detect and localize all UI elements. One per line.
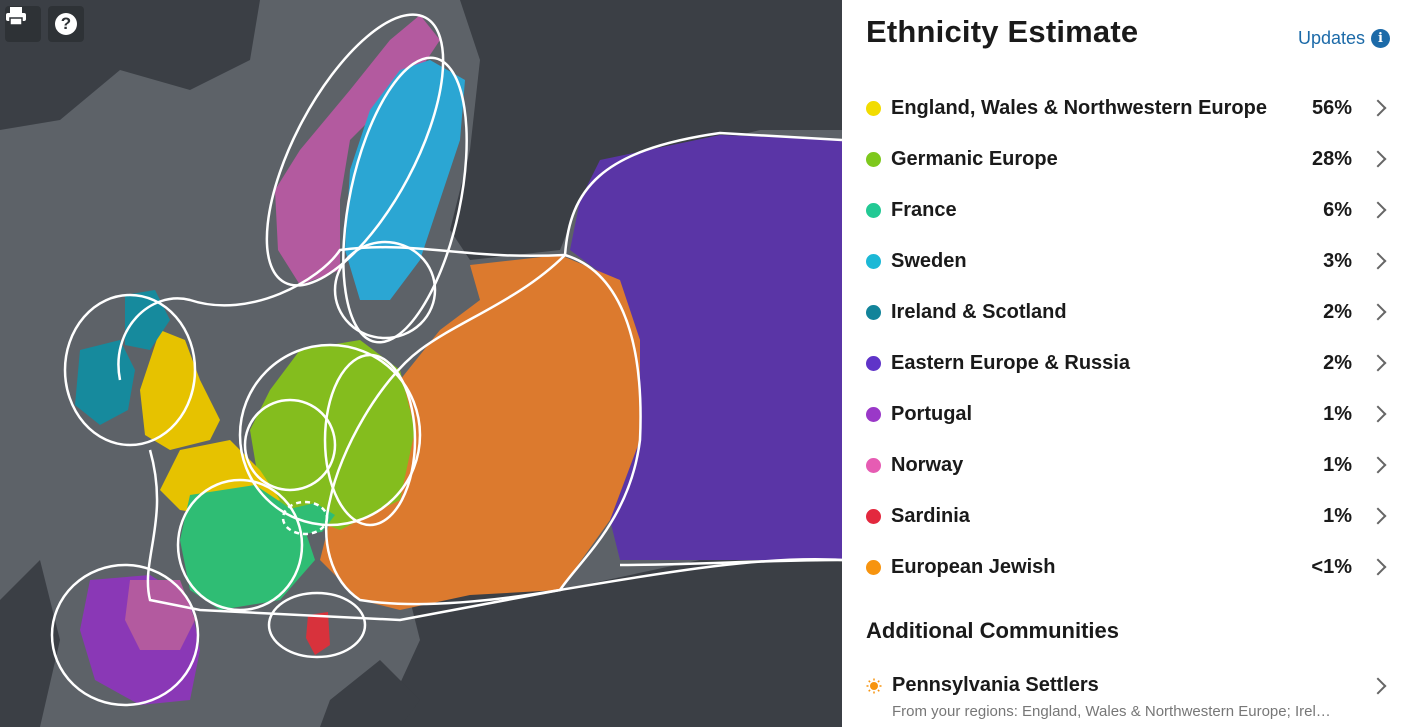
chevron-right-icon [1369,99,1387,117]
chevron-right-icon [1369,354,1387,372]
region-color-dot [866,202,881,218]
region-name: France [891,198,957,221]
region-name: Ireland & Scotland [891,300,1067,323]
additional-communities-heading: Additional Communities [866,618,1119,643]
community-name: Pennsylvania Settlers [892,674,1099,696]
region-color-dot [866,304,881,320]
region-percent: 28% [1311,147,1352,170]
info-icon: i [1371,29,1390,48]
chevron-right-icon [1369,303,1387,321]
region-percent: <1% [1311,555,1352,578]
ireland-region [75,340,135,425]
sardinia-region [306,612,330,655]
region-row[interactable]: Ireland & Scotland 2% [866,292,1390,332]
region-percent: 56% [1311,96,1352,119]
region-color-dot [866,508,881,524]
region-percent: 6% [1323,198,1352,221]
updates-link[interactable]: Updates i [1298,28,1390,49]
community-subtitle: From your regions: England, Wales & Nort… [892,703,1331,720]
chevron-right-icon [1369,558,1387,576]
region-row[interactable]: England, Wales & Northwestern Europe 56% [866,88,1390,128]
community-item[interactable]: Pennsylvania Settlers From your regions:… [866,672,1390,722]
region-color-dot [866,559,881,575]
chevron-right-icon [1369,252,1387,270]
printer-icon [6,7,26,26]
sweden-region [345,60,465,300]
region-row[interactable]: France 6% [866,190,1390,230]
region-color-dot [866,100,881,116]
region-row[interactable]: Portugal 1% [866,394,1390,434]
germanic-region [250,340,415,530]
chevron-right-icon [1369,677,1387,695]
print-button[interactable] [5,6,41,42]
region-row[interactable]: Sweden 3% [866,241,1390,281]
england-region [140,330,220,450]
region-shapes [75,15,842,705]
region-row[interactable]: Norway 1% [866,445,1390,485]
region-name: Portugal [891,402,973,425]
region-name: Eastern Europe & Russia [891,351,1130,374]
chevron-right-icon [1369,456,1387,474]
jewish-region [320,255,640,610]
region-percent: 1% [1323,504,1352,527]
updates-label: Updates [1297,28,1365,48]
portugal-inner-region [125,580,195,650]
region-name: Germanic Europe [891,147,1058,170]
region-row[interactable]: Germanic Europe 28% [866,139,1390,179]
question-mark-icon: ? [55,13,77,35]
chevron-right-icon [1369,405,1387,423]
page-title: Ethnicity Estimate [866,14,1139,49]
region-percent: 1% [1323,453,1352,476]
france-region [180,485,315,610]
region-row[interactable]: Sardinia 1% [866,496,1390,536]
sun-icon [866,678,882,694]
region-percent: 3% [1323,249,1352,272]
map-canvas [0,0,842,727]
region-row[interactable]: Eastern Europe & Russia 2% [866,343,1390,383]
region-color-dot [866,355,881,371]
region-percent: 1% [1323,402,1352,425]
region-outlines [50,13,842,707]
chevron-right-icon [1369,150,1387,168]
help-button[interactable]: ? [48,6,84,42]
region-name: European Jewish [891,555,1056,578]
region-color-dot [866,406,881,422]
ethnicity-panel: Ethnicity Estimate Updates i England, Wa… [842,0,1406,727]
region-color-dot [866,457,881,473]
region-name: Norway [891,453,964,476]
region-color-dot [866,151,881,167]
ethnicity-map[interactable]: ? [0,0,842,727]
region-name: England, Wales & Northwestern Europe [891,96,1267,119]
region-color-dot [866,253,881,269]
region-percent: 2% [1323,351,1352,374]
scotland-region [125,290,170,350]
region-percent: 2% [1323,300,1352,323]
region-name: Sweden [891,249,967,272]
region-row[interactable]: European Jewish <1% [866,547,1390,587]
chevron-right-icon [1369,201,1387,219]
region-name: Sardinia [891,504,970,527]
chevron-right-icon [1369,507,1387,525]
